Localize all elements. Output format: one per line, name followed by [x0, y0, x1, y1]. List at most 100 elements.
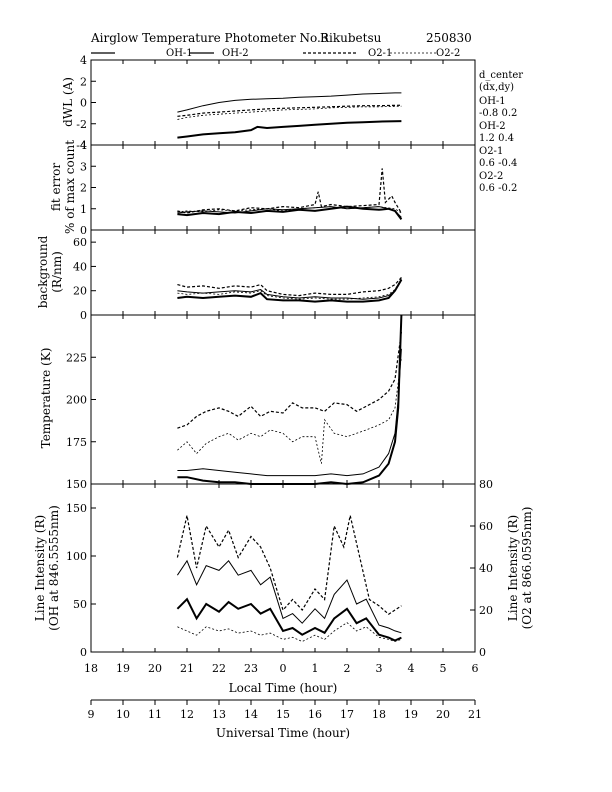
local-time-tick-label: 18 [84, 662, 98, 675]
local-time-label: Local Time (hour) [229, 681, 338, 695]
legend-label-o21: O2-1 [368, 48, 392, 59]
station-name: Rikubetsu [320, 31, 382, 45]
d-center-annotation: d_center (dx,dy) OH-1 -0.8 0.2 OH-2 1.2 … [479, 70, 523, 194]
oh1-label: OH-1 [479, 96, 506, 107]
bg-ytick-label: 60 [73, 236, 87, 249]
local-time-tick-label: 5 [440, 662, 447, 675]
fit-ylabel2: % of max count [63, 140, 77, 234]
fit-series-o22 [177, 206, 402, 214]
int-ytick-right-label: 60 [479, 520, 493, 533]
bg-series-o22 [177, 278, 402, 300]
temp-ytick-label: 175 [66, 436, 87, 449]
bg-series-oh2 [177, 279, 403, 303]
fit-ytick-label: 2 [80, 182, 87, 195]
local-time-tick-label: 2 [344, 662, 351, 675]
o22-label: O2-2 [479, 171, 503, 182]
legend-label-oh1: OH-1 [166, 48, 193, 59]
oh2-label: OH-2 [479, 121, 506, 132]
bg-ytick-label: 40 [73, 260, 87, 273]
dwl-series-o21 [177, 104, 402, 117]
ut-tick-label: 20 [436, 708, 450, 721]
dwl-ytick-label: 4 [80, 54, 87, 67]
o21-label: O2-1 [479, 146, 503, 157]
dcenter-subheader: (dx,dy) [479, 82, 514, 93]
fit-ytick-label: 1 [80, 203, 87, 216]
fit-ytick-label: 3 [80, 160, 87, 173]
o21-values: 0.6 -0.4 [479, 158, 517, 169]
temp-ylabel: Temperature (K) [39, 348, 53, 449]
temp-series-o22 [177, 357, 402, 464]
legend: OH-1 OH-2 O2-1 O2-2 [91, 48, 460, 59]
dwl-ytick-label: -4 [76, 139, 87, 152]
ut-tick-label: 12 [180, 708, 194, 721]
int-ytick-label: 50 [73, 598, 87, 611]
bg-series-oh1 [177, 278, 402, 300]
int-ytick-right-label: 0 [479, 646, 486, 659]
local-time-tick-label: 23 [244, 662, 258, 675]
temp-ytick-label: 225 [66, 351, 87, 364]
int-ylabel-right2: (O2 at 866.0595nm) [520, 507, 534, 630]
ut-tick-label: 11 [148, 708, 162, 721]
ut-tick-label: 21 [468, 708, 482, 721]
int-ytick-label: 0 [80, 646, 87, 659]
ut-label: Universal Time (hour) [216, 726, 350, 740]
bg-ylabel: background [36, 235, 50, 308]
ut-tick-label: 19 [404, 708, 418, 721]
temp-series-oh2 [177, 314, 403, 486]
int-ylabel2: (OH at 846.5555nm) [47, 505, 61, 631]
dwl-ytick-label: 0 [80, 97, 87, 110]
local-time-tick-label: 4 [408, 662, 415, 675]
int-ytick-right-label: 80 [479, 478, 493, 491]
int-series-o22 [177, 622, 402, 642]
legend-label-o22: O2-2 [436, 48, 460, 59]
ut-tick-label: 18 [372, 708, 386, 721]
dwl-ytick-label: 2 [80, 75, 87, 88]
chart-date: 250830 [426, 31, 472, 45]
o22-values: 0.6 -0.2 [479, 183, 517, 194]
ut-tick-label: 15 [276, 708, 290, 721]
int-ylabel-right: Line Intensity (R) [506, 515, 520, 621]
bg-ylabel2: (R/nm) [50, 251, 64, 293]
int-series-oh2 [176, 597, 402, 642]
temp-ytick-label: 200 [66, 394, 87, 407]
int-ytick-label: 100 [66, 550, 87, 563]
chart-title: Airglow Temperature Photometer No.3 [90, 31, 329, 45]
local-time-tick-label: 3 [376, 662, 383, 675]
bg-ytick-label: 20 [73, 285, 87, 298]
int-ytick-label: 150 [66, 502, 87, 515]
fit-ylabel: fit error [49, 163, 63, 211]
dwl-series-oh1 [177, 92, 402, 113]
local-time-tick-label: 1 [312, 662, 319, 675]
ut-tick-label: 17 [340, 708, 354, 721]
int-ytick-right-label: 40 [479, 562, 493, 575]
local-time-tick-label: 0 [280, 662, 287, 675]
bg-ytick-label: 0 [80, 309, 87, 322]
local-time-tick-label: 19 [116, 662, 130, 675]
int-series-oh1 [176, 559, 402, 634]
local-time-tick-label: 21 [180, 662, 194, 675]
dwl-ylabel: dWL (A) [61, 77, 75, 127]
fit-series-o21 [177, 168, 402, 214]
legend-label-oh2: OH-2 [222, 48, 249, 59]
fit-series-oh2 [177, 205, 403, 221]
oh2-values: 1.2 0.4 [479, 133, 514, 144]
bg-series-o21 [177, 277, 402, 297]
int-ylabel: Line Intensity (R) [33, 515, 47, 621]
ut-tick-label: 13 [212, 708, 226, 721]
ut-tick-label: 16 [308, 708, 322, 721]
local-time-tick-label: 22 [212, 662, 226, 675]
int-series-o21 [176, 515, 402, 615]
temp-series-o21 [177, 331, 402, 429]
int-ytick-right-label: 20 [479, 604, 493, 617]
ut-tick-label: 10 [116, 708, 130, 721]
temp-ytick-label: 150 [66, 478, 87, 491]
temp-series-oh1 [177, 348, 402, 477]
chart-marks: -4-2024012340204060150175200225050100150… [66, 54, 493, 721]
dwl-series-oh2 [177, 120, 402, 139]
ut-tick-label: 14 [244, 708, 258, 721]
ut-tick-label: 9 [88, 708, 95, 721]
dwl-series-o22 [177, 105, 402, 120]
local-time-tick-label: 6 [472, 662, 479, 675]
fit-ytick-label: 0 [80, 224, 87, 237]
